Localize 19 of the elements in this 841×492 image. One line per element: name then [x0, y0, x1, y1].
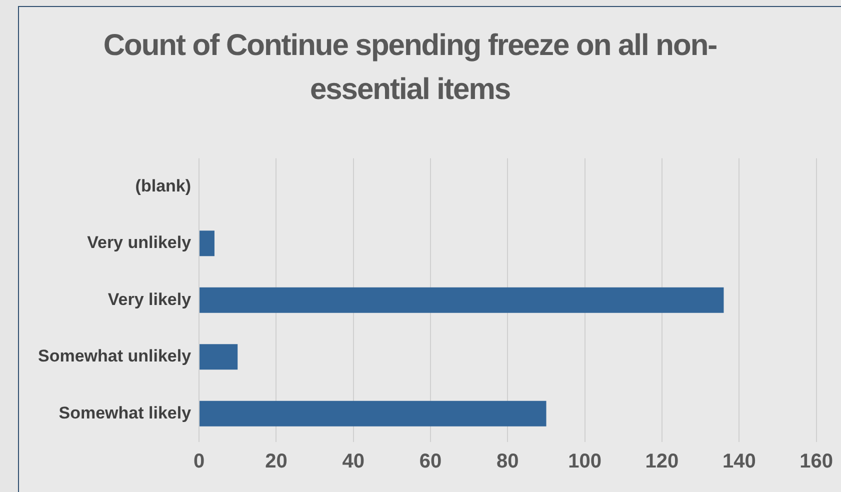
x-tick-label: 100 — [568, 450, 602, 473]
x-tick-label: 0 — [193, 450, 205, 473]
y-tick-label: Very likely — [108, 290, 192, 309]
x-tick-label: 160 — [800, 450, 834, 473]
y-tick-label: Very unlikely — [87, 233, 192, 252]
y-tick-label: Somewhat likely — [58, 403, 192, 422]
x-tick-label: 40 — [342, 450, 364, 473]
bar — [200, 344, 238, 370]
x-tick-label: 60 — [419, 450, 442, 473]
bar — [200, 287, 724, 313]
x-tick-label: 120 — [645, 450, 679, 473]
x-tick-label: 80 — [496, 450, 519, 473]
x-tick-label: 20 — [265, 450, 288, 473]
y-tick-label: Somewhat unlikely — [38, 346, 192, 366]
chart-title: Count of Continue spending freeze on all non-essential items — [102, 28, 718, 108]
bar — [200, 230, 214, 256]
x-tick-label: 140 — [722, 450, 756, 473]
bar — [200, 400, 546, 426]
y-tick-label: (blank) — [135, 176, 192, 196]
